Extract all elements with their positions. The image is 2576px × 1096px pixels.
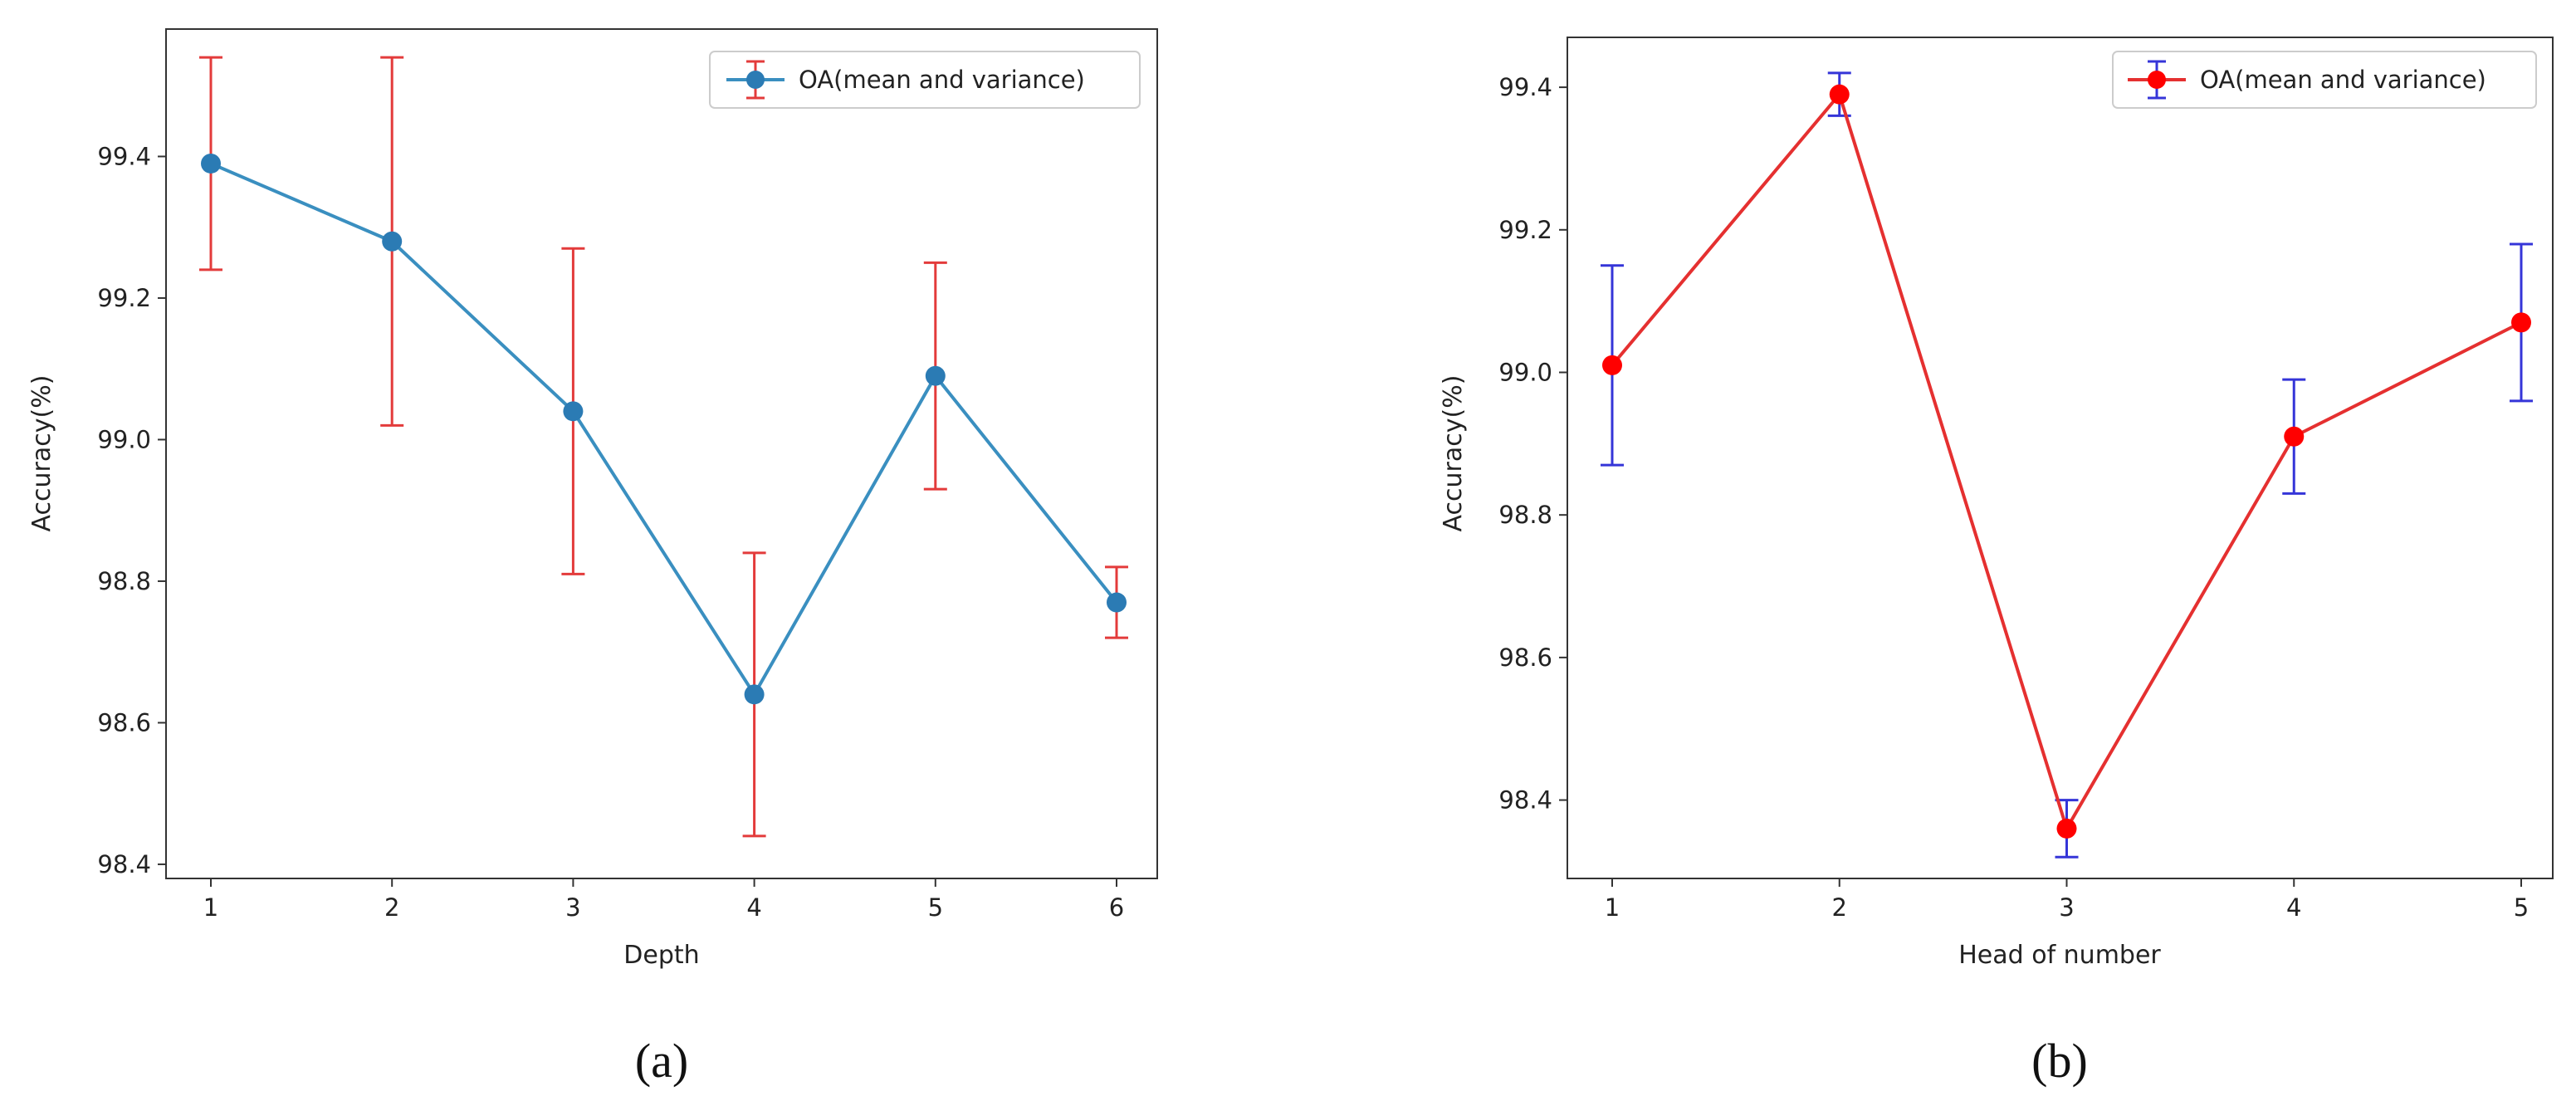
x-tick-label-a: 3 [565,893,580,922]
data-point-a [925,365,946,386]
legend-marker-b [2148,71,2166,89]
plot-layer-b: 1 2 3 4 5 98.4 98.6 98.8 99.0 99.2 99.4 [1498,71,2533,922]
y-tick-label-b: 99.2 [1498,216,1552,244]
x-tick-label-b: 2 [1832,893,1847,922]
data-point-b [2056,818,2077,839]
legend-a: OA(mean and variance) [709,51,1141,109]
y-axis-label-b: Accuracy(%) [1439,375,1468,532]
chart-panel-b: 1 2 3 4 5 98.4 98.6 98.8 99.0 99.2 99.4 Head of nu… [1439,37,2554,1088]
data-point-a [563,401,584,422]
y-tick-label-b: 98.4 [1498,786,1552,815]
data-point-a [382,231,403,252]
y-tick-label-a: 99.4 [97,142,151,170]
x-tick-label-b: 5 [2514,893,2529,922]
x-tick-label-b: 1 [1605,893,1620,922]
plot-layer-a: 1 2 3 4 5 6 98.4 98.6 98.8 99.0 99.2 99.4 [97,56,1128,922]
x-tick-label-a: 2 [384,893,399,922]
panel-label-a: (a) [635,1034,688,1088]
data-point-a [1107,592,1127,613]
series-line-a [210,162,1118,698]
x-tick-label-a: 5 [928,893,943,922]
legend-box-b [2112,51,2537,109]
data-point-a [744,684,765,705]
legend-marker-a [746,71,765,89]
y-tick-label-a: 98.6 [97,708,151,736]
y-axis-label-a: Accuracy(%) [27,375,56,532]
legend-box-a [709,51,1141,109]
chart-panel-a: 1 2 3 4 5 6 98.4 98.6 98.8 99.0 99.2 99.4 Depth Acc… [27,28,1158,1088]
data-point-b [2284,426,2305,447]
y-tick-label-a: 98.4 [97,850,151,878]
x-tick-label-a: 6 [1109,893,1124,922]
x-axis-label-a: Depth [623,941,699,970]
y-tick-label-a: 99.2 [97,284,151,312]
y-tick-label-b: 99.4 [1498,73,1552,101]
y-tick-label-b: 98.8 [1498,501,1552,529]
x-axis-label-b: Head of number [1958,941,2161,970]
data-point-b [2511,312,2531,333]
legend-label-a: OA(mean and variance) [799,66,1085,94]
x-tick-label-a: 1 [203,893,218,922]
legend-label-b: OA(mean and variance) [2200,66,2486,94]
y-tick-label-b: 98.6 [1498,643,1552,672]
data-point-b [1602,355,1622,375]
plot-frame-b [1567,37,2554,879]
y-tick-label-b: 99.0 [1498,358,1552,386]
legend-b: OA(mean and variance) [2112,51,2537,109]
data-point-b [1829,84,1850,105]
panel-label-b: (b) [2031,1034,2088,1088]
plot-frame-a [165,28,1158,879]
data-point-a [201,153,221,174]
y-tick-label-a: 98.8 [97,567,151,595]
x-tick-label-b: 4 [2286,893,2301,922]
y-tick-label-a: 99.0 [97,425,151,453]
x-tick-label-a: 4 [746,893,761,922]
x-tick-label-b: 3 [2059,893,2074,922]
